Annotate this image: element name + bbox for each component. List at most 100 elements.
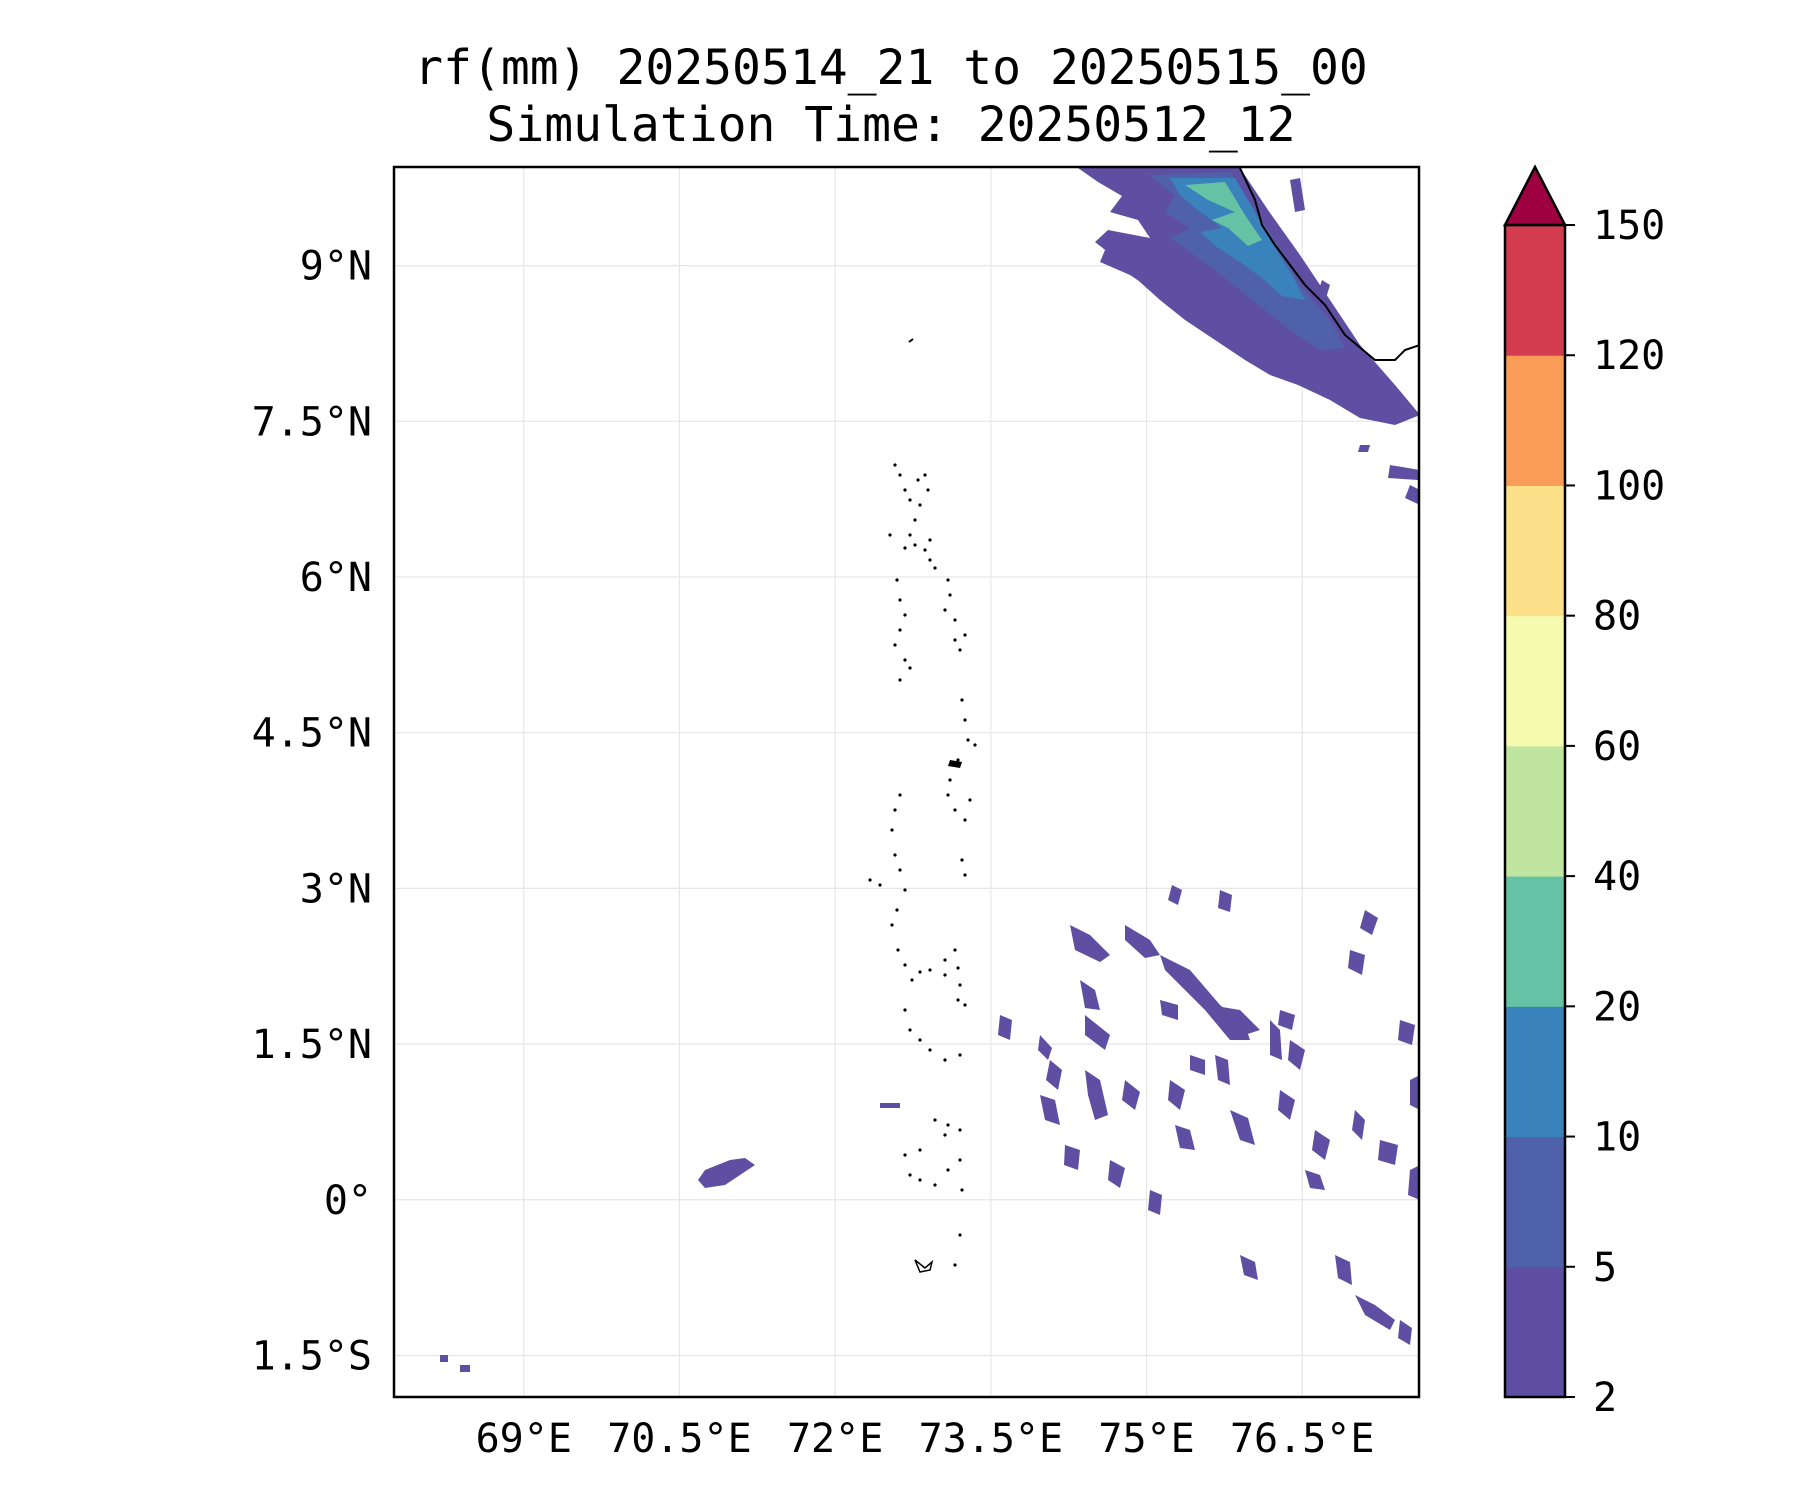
atoll-dot <box>893 463 897 467</box>
colorbar-segment <box>1505 1136 1565 1268</box>
rain-speck-west-2 <box>440 1355 448 1362</box>
atoll-dot <box>928 558 932 562</box>
atoll-dot <box>960 858 964 862</box>
colorbar-tick-label: 2 <box>1593 1375 1617 1421</box>
atoll-dot <box>946 578 950 582</box>
colorbar-segment <box>1505 485 1565 617</box>
rain-cell-se-30 <box>1398 1320 1412 1345</box>
atoll-dot <box>953 808 957 812</box>
rain-cell-se-13 <box>1270 1020 1282 1060</box>
atoll-dot <box>898 598 902 602</box>
latitude-axis: 9°N 7.5°N 6°N 4.5°N 3°N 1.5°N 0° 1.5°S <box>252 244 372 1380</box>
atoll-dot <box>898 793 902 797</box>
rain-cell-se-27 <box>1355 1295 1395 1330</box>
atoll-dot <box>956 966 960 970</box>
atoll-dot <box>918 1178 922 1182</box>
atoll-dot <box>903 546 907 550</box>
rain-cell-se-22 <box>1312 1130 1330 1160</box>
rainfall-contours <box>440 168 1419 1372</box>
colorbar-segment <box>1505 876 1565 1007</box>
atoll-dot <box>948 593 952 597</box>
colorbar-tick-label: 5 <box>1593 1245 1617 1291</box>
atoll-dot <box>963 718 967 722</box>
colorbar-segment <box>1505 1266 1565 1398</box>
atoll-dot <box>893 853 897 857</box>
rain-streak-1 <box>1100 250 1175 295</box>
rain-cell-se-25 <box>1378 1140 1398 1165</box>
lon-tick-label: 72°E <box>787 1416 883 1462</box>
atoll-dot <box>903 1153 907 1157</box>
atoll-dot <box>896 948 900 952</box>
colorbar-segment <box>1505 615 1565 747</box>
rain-cell-se-17 <box>1160 1000 1178 1020</box>
atoll-dot <box>910 978 914 982</box>
lat-tick-label: 1.5°S <box>252 1333 372 1379</box>
island-minicoy <box>908 338 914 343</box>
rain-cell-se-15 <box>1348 950 1365 975</box>
atoll-dot <box>958 1233 962 1237</box>
atoll-dot <box>908 1028 912 1032</box>
colorbar-segment <box>1505 745 1565 877</box>
rain-streak-4 <box>1405 485 1419 505</box>
rain-cell-se-2 <box>1125 925 1160 958</box>
rain-speck-2 <box>1318 280 1330 298</box>
rain-cell-se-19 <box>1175 1125 1195 1150</box>
atoll-dot <box>958 983 962 987</box>
atoll-dot <box>898 473 902 477</box>
rain-cell-se-28 <box>1335 1255 1352 1285</box>
atoll-dot <box>953 948 957 952</box>
atoll-dot <box>895 578 899 582</box>
rain-speck-3 <box>1358 445 1370 452</box>
atoll-dot <box>888 533 892 537</box>
atoll-dot <box>893 808 897 812</box>
atoll-dot <box>958 648 962 652</box>
atoll-dot <box>956 758 960 762</box>
atoll-dot <box>928 968 932 972</box>
maldives-atolls <box>868 463 977 1273</box>
atoll-dot <box>948 778 952 782</box>
lat-tick-label: 4.5°N <box>252 711 372 757</box>
colorbar-frame <box>1503 223 1567 1399</box>
atoll-ring <box>914 1259 934 1273</box>
map-subtitle: Simulation Time: 20250512_12 <box>486 97 1296 153</box>
rain-streak-2 <box>1185 305 1265 345</box>
atoll-dot <box>953 618 957 622</box>
lon-tick-label: 69°E <box>476 1416 572 1462</box>
lat-tick-label: 0° <box>324 1178 372 1224</box>
lat-tick-label: 9°N <box>300 244 372 290</box>
atoll-dot <box>963 873 967 877</box>
atoll-dot <box>913 518 917 522</box>
atoll-dot <box>946 793 950 797</box>
atoll-dot <box>966 738 970 742</box>
atoll-dot <box>898 678 902 682</box>
rain-cell-se-4 <box>1210 1005 1260 1038</box>
rain-cell-se-33 <box>998 1015 1012 1040</box>
atoll-dot <box>908 498 912 502</box>
rain-cell-se-16 <box>1360 910 1378 935</box>
atoll-dot <box>903 888 907 892</box>
rain-cell-se-6 <box>1085 1015 1110 1050</box>
atoll-dot <box>908 533 912 537</box>
atoll-dot <box>895 908 899 912</box>
colorbar-tick-label: 20 <box>1593 984 1641 1030</box>
rain-cell-se-38 <box>1218 890 1232 912</box>
atoll-dot <box>933 1183 937 1187</box>
colorbar-tick-label: 40 <box>1593 854 1641 900</box>
atoll-dot <box>958 1053 962 1057</box>
atoll-dot <box>903 658 907 662</box>
lat-tick-label: 7.5°N <box>252 399 372 445</box>
atoll-dot <box>963 633 967 637</box>
atoll-dot <box>946 1123 950 1127</box>
colorbar-segment <box>1505 225 1565 356</box>
rain-streak-3 <box>1388 465 1419 480</box>
rain-cell-se-18 <box>1038 1035 1052 1060</box>
lon-tick-label: 75°E <box>1098 1416 1194 1462</box>
rain-cell-se-31 <box>1410 1075 1419 1110</box>
atoll-dot <box>868 878 872 882</box>
atoll-dot <box>908 666 912 670</box>
atoll-dot <box>953 638 957 642</box>
lat-tick-label: 6°N <box>300 555 372 601</box>
rain-cell-se-40 <box>1278 1010 1295 1030</box>
atoll-dot <box>943 1058 947 1062</box>
